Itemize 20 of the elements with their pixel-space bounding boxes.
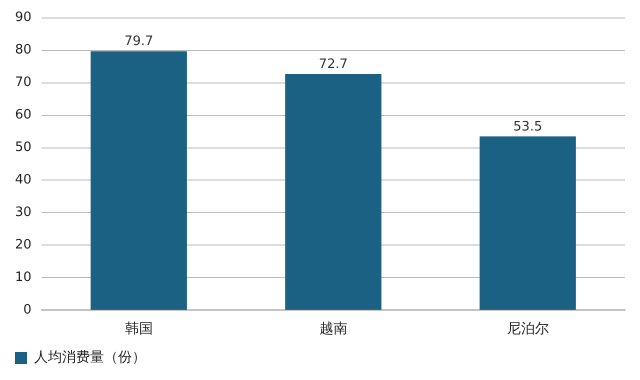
data-label: 79.7	[124, 34, 154, 50]
data-label: 53.5	[513, 119, 542, 134]
y-tick-label: 0	[23, 302, 32, 318]
y-tick-label: 60	[14, 108, 32, 123]
y-tick-label: 10	[14, 270, 32, 286]
y-tick-label: 50	[14, 140, 32, 156]
x-tick-label: 韩国	[124, 321, 153, 338]
y-tick-label: 90	[14, 10, 32, 26]
y-tick-label: 20	[14, 238, 32, 253]
x-tick-label: 越南	[319, 321, 348, 338]
data-label: 72.7	[318, 56, 348, 72]
y-tick-label: 70	[14, 75, 32, 90]
y-tick-label: 30	[14, 205, 32, 220]
bar	[480, 136, 576, 310]
y-tick-label: 40	[14, 172, 32, 188]
bar	[285, 74, 382, 310]
legend-label: 人均消费量（份）	[34, 350, 146, 366]
bar	[90, 51, 187, 310]
y-tick-label: 80	[14, 42, 32, 58]
x-tick-label: 尼泊尔	[506, 321, 549, 338]
